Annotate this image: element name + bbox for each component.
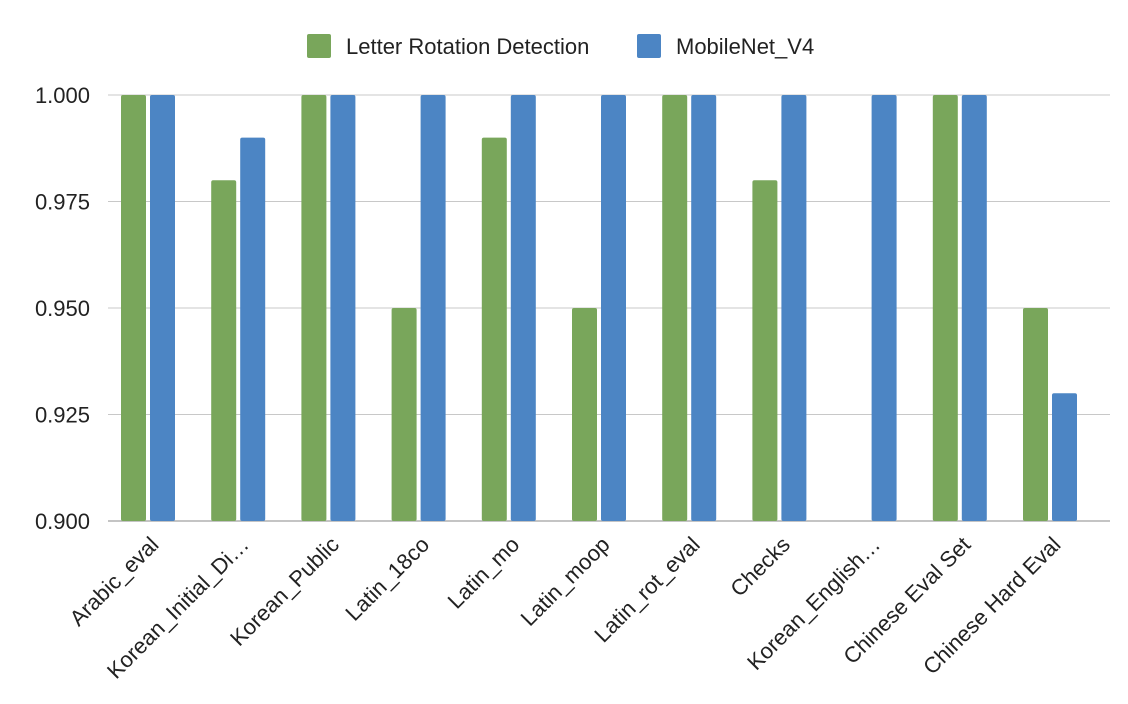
bar-series-2 (330, 95, 356, 521)
x-category-label: Latin_18co (340, 532, 434, 626)
y-axis-ticks: 0.900 0.925 0.950 0.975 1.000 (35, 83, 90, 534)
x-category-label: Latin_mo (443, 532, 525, 614)
x-category-label: Checks (725, 532, 795, 602)
bar-series-2 (691, 95, 717, 521)
legend: Letter Rotation Detection MobileNet_V4 (307, 34, 814, 59)
legend-label-series-2: MobileNet_V4 (676, 34, 814, 59)
bar-series-1 (481, 137, 507, 521)
x-axis-labels: Arabic_evalKorean_Initial_Di…Korean_Publ… (65, 532, 1066, 684)
legend-swatch-series-2 (637, 34, 661, 58)
y-tick-label: 0.925 (35, 403, 90, 428)
y-tick-label: 1.000 (35, 83, 90, 108)
bars (121, 95, 1077, 521)
bar-series-2 (601, 95, 626, 521)
bar-series-1 (211, 180, 237, 521)
y-tick-label: 0.950 (35, 296, 90, 321)
x-category-label: Latin_moop (516, 532, 615, 631)
bar-series-1 (662, 95, 688, 521)
x-category-label: Arabic_eval (65, 532, 164, 631)
bar-series-1 (572, 308, 597, 521)
bar-series-1 (752, 180, 778, 521)
bar-series-2 (510, 95, 536, 521)
bar-series-1 (932, 95, 958, 521)
bar-series-1 (1023, 308, 1048, 521)
bar-series-2 (871, 95, 897, 521)
bar-series-2 (150, 95, 175, 521)
y-tick-label: 0.975 (35, 190, 90, 215)
bar-series-2 (1052, 393, 1077, 521)
bar-series-2 (420, 95, 446, 521)
bar-series-2 (961, 95, 987, 521)
legend-label-series-1: Letter Rotation Detection (346, 34, 589, 59)
bar-series-1 (301, 95, 327, 521)
y-tick-label: 0.900 (35, 509, 90, 534)
bar-series-2 (240, 137, 266, 521)
legend-swatch-series-1 (307, 34, 331, 58)
bar-series-1 (391, 308, 417, 521)
bar-series-1 (121, 95, 146, 521)
bar-series-2 (781, 95, 807, 521)
